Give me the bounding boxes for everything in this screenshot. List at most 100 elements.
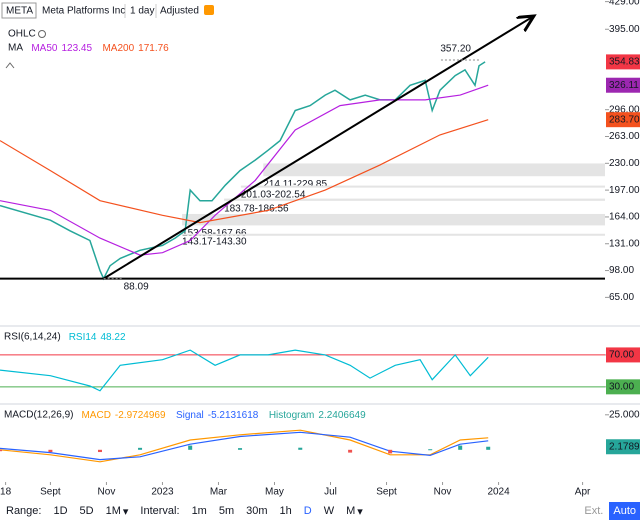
- series-line: [0, 119, 489, 224]
- y-tick-label: 263.00: [609, 131, 640, 142]
- y-tick-label: 197.00: [609, 185, 640, 196]
- chart: META Meta Platforms Inc 1 day Adjusted O…: [0, 0, 640, 498]
- settings-icon[interactable]: [204, 5, 214, 15]
- x-tick-label: 2024: [487, 487, 510, 498]
- interval-button[interactable]: 30m: [246, 505, 268, 517]
- series-line: [0, 61, 486, 281]
- annotation-label: 88.09: [124, 281, 149, 292]
- adjustment[interactable]: Adjusted: [160, 6, 199, 17]
- legend-name: MACD: [81, 410, 110, 421]
- zone-label: 214.11-229.85: [263, 179, 327, 190]
- price-label: 2.1789: [609, 441, 640, 452]
- legend-entry: MA50 123.45: [31, 43, 92, 54]
- ext-button[interactable]: Ext.: [584, 505, 604, 517]
- visibility-icon[interactable]: [38, 30, 46, 38]
- y-tick-label: 296.00: [609, 104, 640, 115]
- interval-button[interactable]: M: [346, 505, 356, 517]
- x-tick-label: Mar: [210, 487, 228, 498]
- price-zone: [182, 213, 605, 226]
- price-label: 354.83: [609, 57, 640, 68]
- histogram-bar: [298, 447, 303, 450]
- price-zone: [182, 233, 605, 236]
- y-tick-label: 230.00: [609, 158, 640, 169]
- range-button[interactable]: 1D: [53, 505, 68, 517]
- zone-label: 183.78-186.56: [224, 204, 289, 215]
- legend-value: 2.2406649: [318, 410, 366, 421]
- price-label-box: [606, 439, 640, 455]
- y-tick-label: 25.0000: [609, 409, 640, 420]
- toolbar: Range: 1D 5D 1M ▾ Interval: 1m 5m 30m 1h…: [0, 500, 640, 522]
- legend-entry: Histogram 2.2406649: [269, 410, 366, 421]
- dropdown-arrow[interactable]: ▾: [357, 505, 363, 518]
- x-tick-label: Sept: [376, 487, 397, 498]
- series-line: [0, 431, 489, 461]
- legend-name: MA200: [102, 43, 134, 54]
- y-tick-label: 164.00: [609, 212, 640, 223]
- histogram-bar: [238, 448, 243, 450]
- symbol[interactable]: META: [6, 6, 33, 17]
- symbol-box[interactable]: [1, 2, 37, 19]
- price-label-box: [606, 112, 640, 128]
- interval[interactable]: 1 day: [130, 6, 154, 17]
- toolbar-right: Ext. Auto: [584, 502, 640, 520]
- interval-button[interactable]: D: [303, 505, 312, 517]
- price-zone: [224, 198, 605, 201]
- y-tick-label: 30.00: [609, 381, 634, 392]
- y-tick-label: 65.00: [609, 292, 634, 303]
- price-label: 326.11: [609, 80, 639, 91]
- series-line: [0, 429, 489, 463]
- range-button[interactable]: 5D: [79, 505, 94, 517]
- level-box: [606, 347, 640, 363]
- histogram-bar: [348, 449, 353, 453]
- histogram-bar: [428, 449, 433, 451]
- x-tick-label: Nov: [98, 487, 116, 498]
- auto-button[interactable]: Auto: [609, 502, 640, 520]
- dropdown-arrow[interactable]: ▾: [122, 505, 129, 518]
- histogram-bar: [138, 447, 143, 450]
- range-button[interactable]: 1M: [105, 505, 121, 517]
- x-tick-label: Sept: [40, 487, 61, 498]
- price-zone: [263, 163, 605, 177]
- x-tick-label: Apr: [575, 487, 591, 498]
- x-tick-label: Jul: [324, 487, 337, 498]
- zone-label: 153.58-167.66: [182, 228, 247, 239]
- legend-value: 123.45: [61, 43, 92, 54]
- legend-name: Signal: [176, 410, 204, 421]
- price-label-box: [606, 54, 640, 70]
- histogram-bar: [458, 445, 463, 450]
- chart-style: OHLC: [8, 29, 36, 40]
- histogram-bar: [188, 445, 193, 450]
- y-tick-label: 131.00: [609, 238, 640, 249]
- legend-value: 48.22: [101, 332, 126, 343]
- histogram-bar: [48, 449, 53, 453]
- annotation-label: 357.20: [440, 44, 471, 55]
- legend-entry: Signal -5.2131618: [176, 410, 259, 421]
- legend-value: -2.9724969: [115, 410, 166, 421]
- series-line: [0, 349, 489, 392]
- legend-value: 171.76: [138, 43, 169, 54]
- legend-entry: MACD -2.9724969: [81, 410, 165, 421]
- x-tick-label: 2023: [151, 487, 174, 498]
- price-zone: [240, 185, 605, 188]
- interval-button[interactable]: 5m: [218, 505, 235, 517]
- y-tick-label: 70.00: [609, 350, 634, 361]
- histogram-bar: [388, 449, 393, 454]
- x-tick-label: 18: [0, 487, 12, 498]
- interval-button[interactable]: 1h: [279, 505, 292, 517]
- zone-label: 201.03-202.54: [241, 189, 306, 200]
- legend-entry: MA200 171.76: [102, 43, 169, 54]
- legend-entry: RSI14 48.22: [69, 332, 126, 343]
- zone-label: 143.17-143.30: [182, 237, 247, 248]
- price-label-box: [606, 77, 640, 93]
- histogram-bar: [486, 446, 491, 450]
- collapse-icon[interactable]: [5, 62, 15, 69]
- panel-title: MACD(12,26,9): [4, 410, 73, 421]
- panel-title: RSI(6,14,24): [4, 332, 61, 343]
- x-tick-label: May: [265, 487, 284, 498]
- interval-button[interactable]: 1m: [191, 505, 207, 517]
- legend-name: RSI14: [69, 332, 97, 343]
- company-name: Meta Platforms Inc: [42, 6, 125, 17]
- legend-name: Histogram: [269, 410, 315, 421]
- interval-button[interactable]: W: [323, 505, 335, 517]
